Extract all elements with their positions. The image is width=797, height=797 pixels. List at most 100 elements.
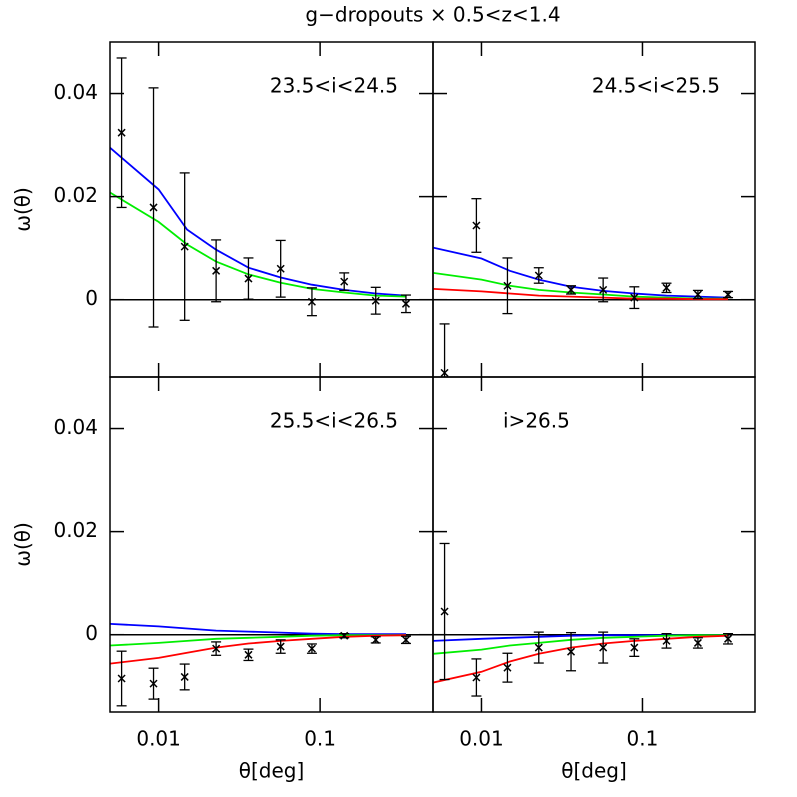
- point: [503, 663, 512, 672]
- model-line: [110, 191, 407, 298]
- panel: 0 0.02 0.04 23.5<i<24.5 ω(θ): [11, 41, 434, 378]
- point-stroke: [307, 297, 316, 306]
- point: [724, 634, 733, 643]
- point: [212, 644, 221, 653]
- y-tick-label: 0.04: [53, 415, 98, 439]
- point-stroke: [180, 242, 189, 251]
- point-stroke: [180, 672, 189, 681]
- point: [599, 285, 608, 294]
- point-stroke: [630, 643, 639, 652]
- point: [149, 203, 158, 212]
- y-axis-label: ω(θ): [11, 522, 35, 567]
- point: [630, 643, 639, 652]
- y-tick-label: 0.04: [53, 80, 98, 104]
- model-line: [110, 634, 406, 647]
- plot-area: [433, 198, 755, 377]
- y-tick-label: 0.02: [53, 518, 98, 542]
- point-stroke: [276, 264, 285, 273]
- point: [567, 285, 576, 294]
- point-stroke: [371, 635, 380, 644]
- point: [724, 290, 733, 299]
- point-stroke: [340, 631, 349, 640]
- point: [244, 274, 253, 283]
- panel: 24.5<i<25.5: [432, 41, 756, 378]
- plot-area: [110, 623, 433, 707]
- point: [180, 242, 189, 251]
- point-stroke: [567, 285, 576, 294]
- point-stroke: [117, 128, 126, 137]
- point: [371, 635, 380, 644]
- panel: 0.01 0.1 i>26.5 θ[deg]: [432, 376, 756, 783]
- point-stroke: [340, 277, 349, 286]
- point-stroke: [630, 293, 639, 302]
- x-tick-label: 0.01: [459, 727, 504, 751]
- point: [630, 293, 639, 302]
- x-axis-label: θ[deg]: [561, 759, 627, 783]
- point-stroke: [212, 644, 221, 653]
- point: [276, 264, 285, 273]
- point: [307, 297, 316, 306]
- point: [401, 635, 410, 644]
- point-stroke: [440, 607, 449, 616]
- chart-title: g−dropouts × 0.5<z<1.4: [305, 3, 560, 27]
- point-stroke: [503, 281, 512, 290]
- point: [662, 636, 671, 645]
- point-stroke: [117, 674, 126, 683]
- model-line: [433, 288, 728, 301]
- point: [307, 644, 316, 653]
- point-stroke: [724, 290, 733, 299]
- model-line: [433, 246, 729, 299]
- model-line: [110, 147, 407, 297]
- point: [662, 283, 671, 292]
- point: [117, 674, 126, 683]
- model-line: [110, 634, 407, 665]
- point: [440, 607, 449, 616]
- point: [117, 128, 126, 137]
- point-stroke: [307, 644, 316, 653]
- point-stroke: [724, 634, 733, 643]
- x-axis-label: θ[deg]: [239, 759, 305, 783]
- point-stroke: [534, 643, 543, 652]
- point-stroke: [693, 290, 702, 299]
- point: [599, 643, 608, 652]
- panel-label: i>26.5: [503, 409, 570, 433]
- point-stroke: [244, 274, 253, 283]
- model-line: [110, 623, 406, 636]
- point: [244, 650, 253, 659]
- point-stroke: [149, 203, 158, 212]
- x-tick-label: 0.1: [304, 727, 336, 751]
- point: [534, 643, 543, 652]
- point-stroke: [693, 638, 702, 647]
- point: [371, 296, 380, 305]
- point: [693, 290, 702, 299]
- point: [472, 221, 481, 230]
- point: [472, 673, 481, 682]
- point: [340, 277, 349, 286]
- panel: 0 0.02 0.04 0.01 0.1 25.5<i<26.5 ω(θ) θ[deg]: [11, 376, 434, 783]
- point-stroke: [401, 635, 410, 644]
- point-stroke: [662, 283, 671, 292]
- point-stroke: [472, 221, 481, 230]
- point: [440, 368, 449, 377]
- point-stroke: [503, 663, 512, 672]
- point-stroke: [440, 368, 449, 377]
- model-line: [433, 272, 728, 300]
- point: [276, 642, 285, 651]
- panel-label: 25.5<i<26.5: [270, 409, 398, 433]
- x-tick-label: 0.01: [136, 727, 181, 751]
- x-tick-label: 0.1: [627, 727, 659, 751]
- point: [149, 679, 158, 688]
- y-tick-label: 0.02: [53, 183, 98, 207]
- y-axis-label: ω(θ): [11, 187, 35, 232]
- point: [180, 672, 189, 681]
- point-stroke: [401, 299, 410, 308]
- point: [212, 266, 221, 275]
- point: [693, 638, 702, 647]
- y-tick-label: 0: [85, 621, 98, 645]
- point-stroke: [472, 673, 481, 682]
- model-line: [433, 634, 728, 655]
- point-stroke: [371, 296, 380, 305]
- panel-label: 23.5<i<24.5: [270, 74, 398, 98]
- point: [503, 281, 512, 290]
